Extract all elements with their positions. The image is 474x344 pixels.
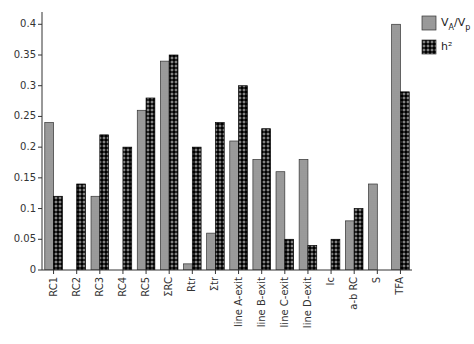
bar [100,135,109,270]
x-tick-label: Σtr [209,276,220,291]
x-tick [400,270,401,274]
bar [77,184,86,270]
x-tick-label: ΣRC [163,277,174,297]
bar [369,184,378,270]
y-tick-label: 0.4 [20,18,36,29]
x-tick [261,270,262,274]
y-tick-label: 0 [30,264,36,275]
x-tick-label: S [371,277,382,283]
x-tick-label: line C-exit [279,277,290,327]
legend-label: h² [441,40,452,53]
y-tick-label: 0.2 [20,141,36,152]
y-tick [38,147,42,148]
bar [392,24,401,270]
bar [308,245,317,270]
y-tick-label: 0.15 [14,172,36,183]
y-tick-label: 0.05 [14,233,36,244]
bar [253,159,262,270]
y-tick [38,24,42,25]
y-tick-label: 0.3 [20,80,36,91]
bar [192,147,201,270]
y-tick [38,270,42,271]
x-tick [307,270,308,274]
bar [54,196,63,270]
x-tick-label: line B-exit [256,277,267,327]
plot: 0 0.05 0.1 0.15 0.2 0.25 0.3 0.35 0.4 RC1 RC2 RC3 RC… [14,12,412,328]
x-tick [99,270,100,274]
x-tick [122,270,123,274]
chart-container: 0 0.05 0.1 0.15 0.2 0.25 0.3 0.35 0.4 RC1 RC2 RC3 RC… [0,0,474,344]
x-tick [238,270,239,274]
x-tick [215,270,216,274]
bar [345,221,354,270]
y-tick [38,239,42,240]
y-tick-label: 0.35 [14,49,36,60]
x-tick [377,270,378,274]
x-tick-label: Ic [325,277,336,285]
bar [400,92,409,270]
x-tick-label: TFA [394,277,405,296]
bars [45,24,409,270]
y-axis-line [42,12,43,270]
x-tick [192,270,193,274]
y-tick [38,116,42,117]
y-tick [38,177,42,178]
y-tick-label: 0.25 [14,110,36,121]
y-tick-label: 0.1 [20,203,36,214]
x-axis-line [42,270,412,271]
y-tick [38,85,42,86]
bar [276,172,285,270]
x-tick [169,270,170,274]
bar [207,233,216,270]
x-tick [331,270,332,274]
bar [184,264,193,270]
x-tick-label: RC1 [48,277,59,297]
legend-swatch [422,16,436,30]
legend: VA/Vp h² [422,16,470,54]
y-tick [38,208,42,209]
bar [230,141,239,270]
x-tick [76,270,77,274]
bar [169,55,178,270]
x-tick-label: Rtr [186,276,197,292]
x-tick-label: line A-exit [233,277,244,327]
x-tick-label: a-b RC [348,277,359,310]
bar [239,86,248,270]
bar [262,129,271,270]
bar [146,98,155,270]
bar [354,209,363,270]
y-tick [38,55,42,56]
bar [331,239,340,270]
legend-swatch [422,40,436,54]
bar [215,123,224,270]
chart: 0 0.05 0.1 0.15 0.2 0.25 0.3 0.35 0.4 RC1 RC2 RC3 RC… [0,0,474,344]
x-tick-label: line D-exit [302,277,313,328]
bar [299,159,308,270]
x-tick-label: RC2 [71,277,82,297]
bar [123,147,132,270]
legend-label: VA/Vp [441,16,470,32]
bar [137,110,146,270]
x-tick-label: RC5 [140,277,151,297]
x-tick [354,270,355,274]
x-tick [53,270,54,274]
bar [160,61,169,270]
x-tick [284,270,285,274]
x-tick-label: RC3 [94,277,105,297]
x-tick [146,270,147,274]
bar [91,196,100,270]
bar [285,239,294,270]
x-tick-label: RC4 [117,277,128,297]
bar [45,123,54,270]
